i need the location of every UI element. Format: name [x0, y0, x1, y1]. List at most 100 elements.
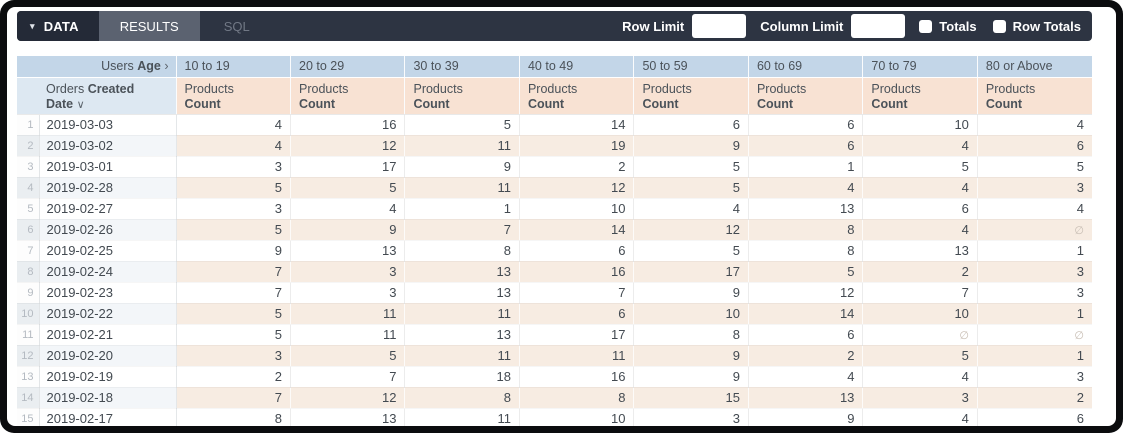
- pivot-column-header[interactable]: 70 to 79: [862, 56, 978, 78]
- value-cell[interactable]: 2: [748, 345, 864, 366]
- value-cell[interactable]: 8: [748, 240, 864, 261]
- value-cell[interactable]: 13: [862, 240, 978, 261]
- value-cell[interactable]: 7: [176, 261, 292, 282]
- tab-sql[interactable]: SQL: [200, 11, 274, 41]
- value-cell[interactable]: 4: [862, 135, 978, 156]
- date-cell[interactable]: 2019-02-25: [39, 240, 177, 261]
- value-cell[interactable]: 8: [404, 240, 520, 261]
- value-cell[interactable]: 5: [176, 324, 292, 345]
- measure-column-header[interactable]: Products Count: [633, 77, 749, 115]
- value-cell[interactable]: 17: [519, 324, 635, 345]
- value-cell[interactable]: 5: [633, 240, 749, 261]
- value-cell[interactable]: 12: [519, 177, 635, 198]
- value-cell[interactable]: 2: [176, 366, 292, 387]
- value-cell[interactable]: ∅: [862, 324, 978, 345]
- value-cell[interactable]: 19: [519, 135, 635, 156]
- value-cell[interactable]: 13: [404, 261, 520, 282]
- tab-results[interactable]: RESULTS: [98, 11, 200, 41]
- value-cell[interactable]: 8: [176, 408, 292, 426]
- value-cell[interactable]: 9: [633, 345, 749, 366]
- value-cell[interactable]: 5: [862, 156, 978, 177]
- value-cell[interactable]: 10: [862, 114, 978, 135]
- value-cell[interactable]: 3: [977, 177, 1092, 198]
- value-cell[interactable]: 5: [290, 345, 406, 366]
- value-cell[interactable]: 10: [519, 408, 635, 426]
- value-cell[interactable]: 7: [519, 282, 635, 303]
- value-cell[interactable]: 11: [519, 345, 635, 366]
- value-cell[interactable]: 5: [404, 114, 520, 135]
- value-cell[interactable]: 7: [404, 219, 520, 240]
- value-cell[interactable]: 5: [290, 177, 406, 198]
- value-cell[interactable]: 3: [290, 261, 406, 282]
- measure-column-header[interactable]: Products Count: [175, 77, 291, 115]
- date-cell[interactable]: 2019-02-20: [39, 345, 177, 366]
- value-cell[interactable]: 5: [176, 177, 292, 198]
- value-cell[interactable]: 14: [519, 114, 635, 135]
- value-cell[interactable]: 11: [404, 408, 520, 426]
- value-cell[interactable]: 7: [176, 387, 292, 408]
- value-cell[interactable]: 1: [977, 303, 1092, 324]
- value-cell[interactable]: 12: [748, 282, 864, 303]
- date-cell[interactable]: 2019-02-18: [39, 387, 177, 408]
- value-cell[interactable]: 9: [633, 135, 749, 156]
- value-cell[interactable]: 13: [748, 198, 864, 219]
- value-cell[interactable]: 8: [404, 387, 520, 408]
- value-cell[interactable]: 10: [519, 198, 635, 219]
- value-cell[interactable]: 2: [519, 156, 635, 177]
- value-cell[interactable]: 2: [862, 261, 978, 282]
- value-cell[interactable]: 13: [290, 408, 406, 426]
- date-cell[interactable]: 2019-02-21: [39, 324, 177, 345]
- date-cell[interactable]: 2019-03-03: [39, 114, 177, 135]
- value-cell[interactable]: 8: [748, 219, 864, 240]
- value-cell[interactable]: 16: [519, 261, 635, 282]
- value-cell[interactable]: 17: [290, 156, 406, 177]
- value-cell[interactable]: 1: [977, 345, 1092, 366]
- value-cell[interactable]: 6: [977, 135, 1092, 156]
- value-cell[interactable]: 14: [748, 303, 864, 324]
- date-cell[interactable]: 2019-03-01: [39, 156, 177, 177]
- value-cell[interactable]: 4: [176, 135, 292, 156]
- pivot-column-header[interactable]: 80 or Above: [976, 56, 1092, 78]
- value-cell[interactable]: 11: [404, 135, 520, 156]
- value-cell[interactable]: 3: [290, 282, 406, 303]
- date-cell[interactable]: 2019-02-23: [39, 282, 177, 303]
- value-cell[interactable]: 5: [977, 156, 1092, 177]
- value-cell[interactable]: 3: [176, 156, 292, 177]
- value-cell[interactable]: 11: [290, 303, 406, 324]
- value-cell[interactable]: 13: [404, 324, 520, 345]
- value-cell[interactable]: 4: [633, 198, 749, 219]
- value-cell[interactable]: 5: [176, 219, 292, 240]
- date-cell[interactable]: 2019-02-19: [39, 366, 177, 387]
- value-cell[interactable]: 4: [290, 198, 406, 219]
- value-cell[interactable]: 5: [862, 345, 978, 366]
- value-cell[interactable]: 9: [176, 240, 292, 261]
- value-cell[interactable]: 6: [748, 324, 864, 345]
- totals-checkbox[interactable]: [919, 19, 933, 33]
- value-cell[interactable]: 8: [633, 324, 749, 345]
- value-cell[interactable]: 4: [977, 114, 1092, 135]
- value-cell[interactable]: 15: [633, 387, 749, 408]
- measure-column-header[interactable]: Products Count: [289, 77, 405, 115]
- value-cell[interactable]: 12: [290, 135, 406, 156]
- value-cell[interactable]: 4: [748, 366, 864, 387]
- row-dimension-header[interactable]: Orders Created Date ∨: [39, 77, 177, 115]
- value-cell[interactable]: 9: [633, 366, 749, 387]
- value-cell[interactable]: 12: [633, 219, 749, 240]
- value-cell[interactable]: 18: [404, 366, 520, 387]
- date-cell[interactable]: 2019-02-17: [39, 408, 177, 426]
- value-cell[interactable]: 4: [862, 219, 978, 240]
- value-cell[interactable]: 5: [633, 156, 749, 177]
- value-cell[interactable]: 16: [290, 114, 406, 135]
- value-cell[interactable]: 6: [519, 303, 635, 324]
- pivot-column-header[interactable]: 50 to 59: [633, 56, 749, 78]
- value-cell[interactable]: 16: [519, 366, 635, 387]
- value-cell[interactable]: ∅: [977, 324, 1092, 345]
- value-cell[interactable]: 13: [290, 240, 406, 261]
- value-cell[interactable]: 11: [404, 345, 520, 366]
- pivot-dimension-header[interactable]: Users Age ›: [17, 56, 177, 78]
- value-cell[interactable]: 3: [176, 345, 292, 366]
- date-cell[interactable]: 2019-02-26: [39, 219, 177, 240]
- value-cell[interactable]: 3: [977, 282, 1092, 303]
- value-cell[interactable]: 3: [176, 198, 292, 219]
- value-cell[interactable]: 1: [977, 240, 1092, 261]
